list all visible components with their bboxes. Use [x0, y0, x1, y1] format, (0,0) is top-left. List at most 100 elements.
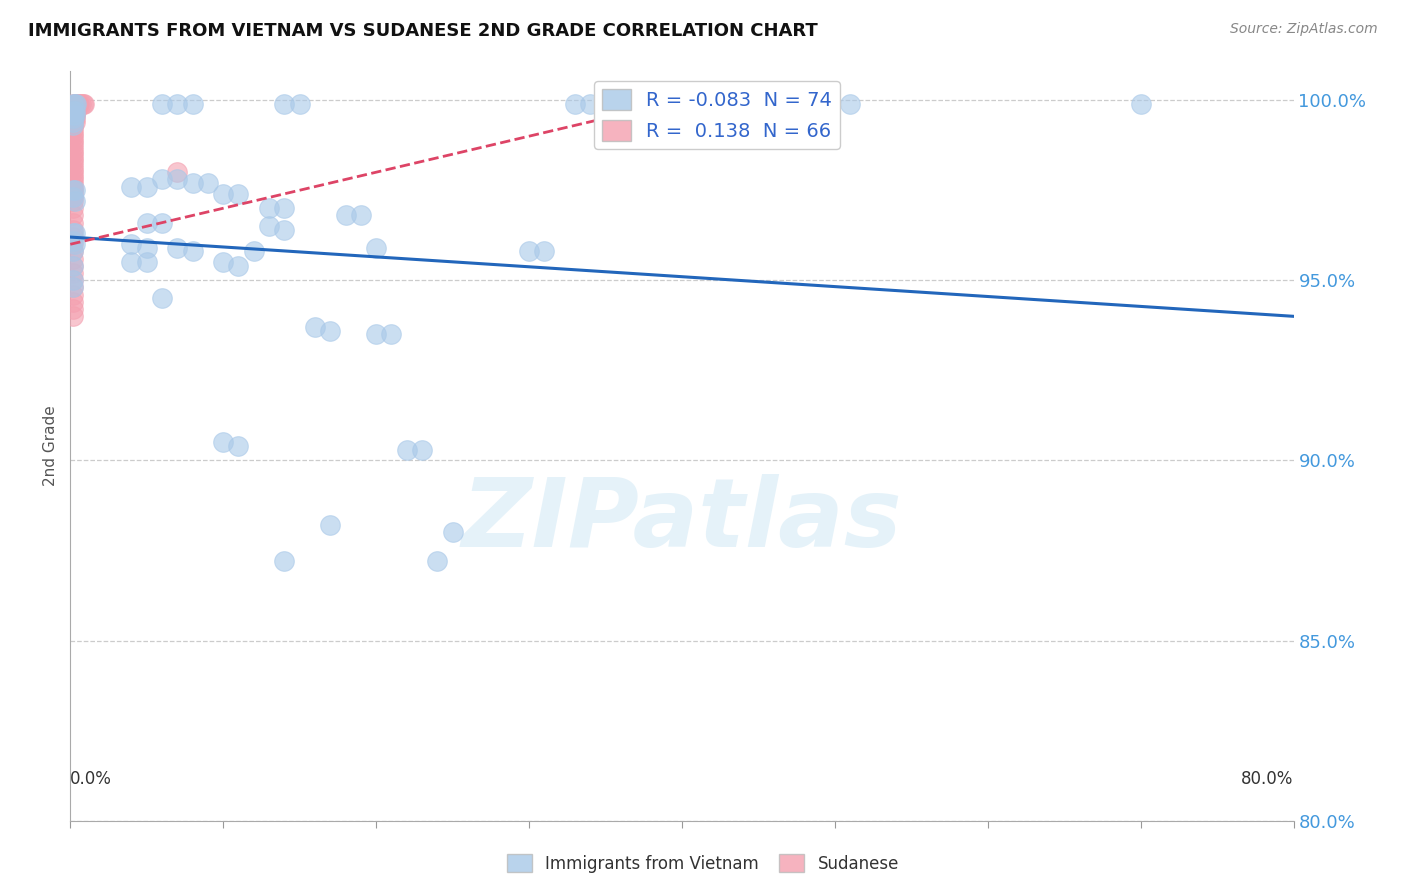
Point	[273, 223, 295, 237]
Point	[63, 96, 86, 111]
Point	[70, 96, 93, 111]
Point	[62, 183, 84, 197]
Point	[62, 169, 84, 183]
Point	[62, 129, 84, 144]
Point	[62, 227, 84, 241]
Point	[62, 172, 84, 186]
Point	[395, 442, 418, 457]
Point	[150, 96, 173, 111]
Point	[411, 442, 433, 457]
Point	[273, 96, 295, 111]
Point	[62, 154, 84, 169]
Point	[150, 172, 173, 186]
Point	[135, 255, 157, 269]
Point	[181, 244, 204, 259]
Point	[121, 255, 143, 269]
Point	[166, 96, 188, 111]
Point	[166, 241, 188, 255]
Point	[62, 252, 84, 266]
Point	[441, 525, 464, 540]
Point	[63, 107, 86, 121]
Point	[63, 107, 86, 121]
Point	[63, 227, 86, 241]
Point	[62, 259, 84, 273]
Point	[135, 241, 157, 255]
Point	[62, 126, 84, 140]
Point	[62, 190, 84, 204]
Point	[62, 209, 84, 223]
Point	[121, 179, 143, 194]
Point	[257, 201, 280, 215]
Point	[62, 223, 84, 237]
Point	[62, 234, 84, 248]
Point	[62, 176, 84, 190]
Point	[517, 244, 540, 259]
Point	[73, 96, 96, 111]
Text: ZIPatlas: ZIPatlas	[461, 475, 903, 567]
Point	[579, 96, 602, 111]
Point	[426, 554, 449, 568]
Point	[366, 327, 388, 342]
Point	[135, 179, 157, 194]
Point	[62, 119, 84, 133]
Text: Source: ZipAtlas.com: Source: ZipAtlas.com	[1230, 22, 1378, 37]
Point	[1129, 96, 1152, 111]
Point	[63, 96, 86, 111]
Point	[62, 133, 84, 147]
Point	[65, 100, 87, 114]
Point	[304, 320, 326, 334]
Point	[212, 255, 235, 269]
Point	[65, 96, 87, 111]
Point	[150, 216, 173, 230]
Point	[62, 190, 84, 204]
Point	[166, 165, 188, 179]
Point	[62, 111, 84, 125]
Point	[62, 179, 84, 194]
Point	[150, 291, 173, 305]
Point	[62, 266, 84, 280]
Point	[62, 107, 84, 121]
Point	[62, 201, 84, 215]
Point	[62, 194, 84, 208]
Point	[380, 327, 402, 342]
Point	[62, 119, 84, 133]
Point	[63, 183, 86, 197]
Point	[62, 183, 84, 197]
Point	[273, 201, 295, 215]
Point	[62, 273, 84, 287]
Point	[228, 259, 250, 273]
Point	[243, 244, 266, 259]
Y-axis label: 2nd Grade: 2nd Grade	[44, 406, 59, 486]
Point	[228, 186, 250, 201]
Point	[564, 96, 586, 111]
Point	[62, 230, 84, 244]
Point	[62, 147, 84, 161]
Point	[62, 244, 84, 259]
Point	[62, 144, 84, 158]
Point	[62, 115, 84, 129]
Point	[62, 111, 84, 125]
Point	[62, 103, 84, 118]
Point	[212, 435, 235, 450]
Point	[839, 96, 862, 111]
Point	[350, 209, 373, 223]
Point	[533, 244, 555, 259]
Point	[62, 115, 84, 129]
Point	[366, 241, 388, 255]
Point	[62, 103, 84, 118]
Point	[62, 136, 84, 151]
Point	[69, 96, 91, 111]
Point	[65, 103, 87, 118]
Point	[62, 287, 84, 301]
Point	[62, 151, 84, 165]
Point	[62, 302, 84, 317]
Point	[62, 280, 84, 294]
Point	[62, 161, 84, 176]
Point	[62, 186, 84, 201]
Point	[319, 518, 342, 533]
Point	[62, 165, 84, 179]
Point	[62, 122, 84, 136]
Point	[62, 216, 84, 230]
Point	[181, 96, 204, 111]
Point	[62, 273, 84, 287]
